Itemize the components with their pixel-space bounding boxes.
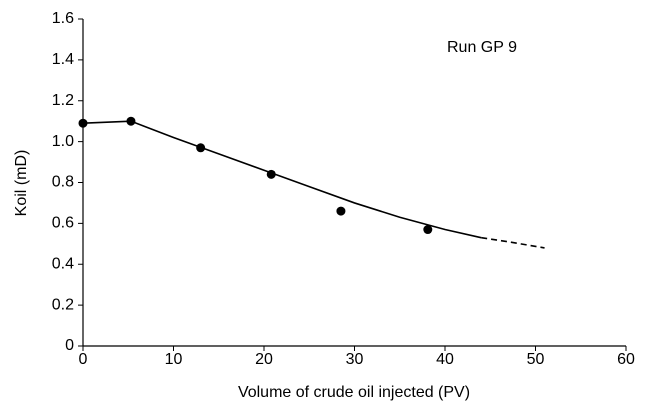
y-tick-label: 1.4 xyxy=(52,51,74,68)
y-tick-label: 0.4 xyxy=(52,255,74,272)
y-tick-label: 0.8 xyxy=(52,174,74,191)
x-tick-label: 40 xyxy=(436,351,454,368)
annotation: Run GP 9 xyxy=(447,39,517,56)
data-point xyxy=(423,225,433,235)
data-point xyxy=(266,169,276,179)
x-tick-label: 20 xyxy=(255,351,273,368)
y-tick-label: 0 xyxy=(65,337,74,354)
fit-line xyxy=(82,120,482,239)
extrapolation-line xyxy=(481,236,545,249)
y-axis-title: Koil (mD) xyxy=(13,150,30,217)
data-point xyxy=(126,116,136,126)
x-axis-title: Volume of crude oil injected (PV) xyxy=(238,384,470,401)
x-tick-label: 50 xyxy=(527,351,545,368)
x-tick-label: 30 xyxy=(346,351,364,368)
x-tick-label: 10 xyxy=(165,351,183,368)
y-tick-label: 0.2 xyxy=(52,296,74,313)
y-tick-label: 1.6 xyxy=(52,10,74,27)
data-point xyxy=(196,143,206,153)
x-tick-label: 0 xyxy=(79,351,88,368)
y-tick-label: 0.6 xyxy=(52,215,74,232)
y-tick-label: 1.2 xyxy=(52,92,74,109)
x-tick-label: 60 xyxy=(617,351,635,368)
data-point xyxy=(336,206,346,216)
data-point xyxy=(78,118,88,128)
y-tick-label: 1.0 xyxy=(52,133,74,150)
